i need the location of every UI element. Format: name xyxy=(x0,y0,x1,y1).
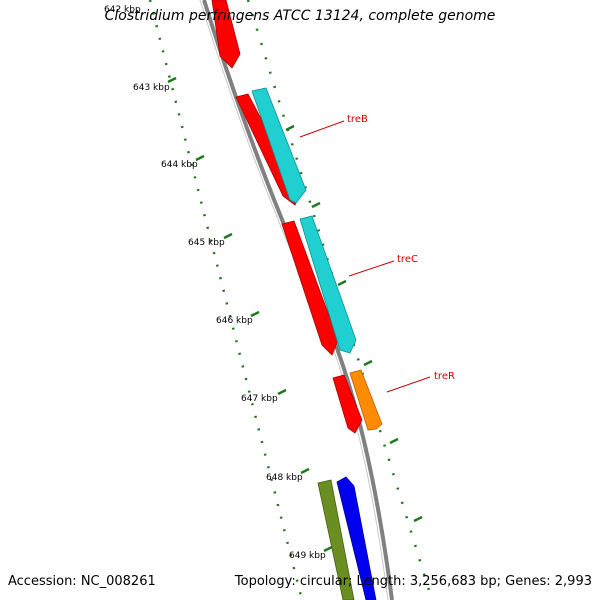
gene-arrow-treR xyxy=(349,369,383,431)
tick-mark-inner xyxy=(363,359,373,367)
gene-label-treB[interactable]: treB xyxy=(347,114,368,125)
tick-mark xyxy=(300,467,310,475)
accession-label: Accession: NC_008261 xyxy=(8,574,156,589)
tick-mark xyxy=(277,388,287,396)
tick-mark-inner xyxy=(337,279,347,287)
tick-label-649: 649 kbp xyxy=(289,551,326,561)
tick-mark-inner xyxy=(389,437,399,445)
gene-label-treC[interactable]: treC xyxy=(397,254,418,265)
tick-marks xyxy=(167,76,423,553)
tick-label-648: 648 kbp xyxy=(266,473,303,483)
gene-arrow-treC xyxy=(299,215,357,354)
tick-label-642: 642 kbp xyxy=(104,5,141,15)
gene-arrow-red xyxy=(281,220,339,356)
tick-mark-inner xyxy=(311,201,321,209)
leader-line-treB xyxy=(299,120,345,138)
genome-backbone xyxy=(202,0,394,600)
gene-arrow-red xyxy=(332,374,363,434)
genome-backbone-highlight xyxy=(199,0,389,600)
tick-mark xyxy=(195,154,205,162)
tick-label-645: 645 kbp xyxy=(188,238,225,248)
tick-label-646: 646 kbp xyxy=(216,316,253,326)
tick-mark xyxy=(250,310,260,318)
tick-mark xyxy=(323,545,333,553)
tick-label-644: 644 kbp xyxy=(161,160,198,170)
leader-line-treR xyxy=(386,376,431,393)
gene-arrow-blue xyxy=(336,476,377,600)
genome-summary: Topology: circular; Length: 3,256,683 bp… xyxy=(234,574,592,589)
tick-mark-inner xyxy=(285,124,295,132)
tick-label-647: 647 kbp xyxy=(241,394,278,404)
gene-label-treR[interactable]: treR xyxy=(434,371,455,382)
gene-arrow-olive xyxy=(317,479,355,600)
map-title: Clostridium perfringens ATCC 13124, comp… xyxy=(104,8,496,24)
tick-mark xyxy=(223,232,233,240)
leader-line-treC xyxy=(348,260,395,277)
outer-dotted-ring xyxy=(148,0,304,600)
tick-mark xyxy=(167,76,177,84)
gene-arrow-treB xyxy=(251,87,307,204)
gene-arrow-red xyxy=(211,0,241,69)
tick-label-643: 643 kbp xyxy=(133,83,170,93)
tick-mark-inner xyxy=(413,515,423,523)
